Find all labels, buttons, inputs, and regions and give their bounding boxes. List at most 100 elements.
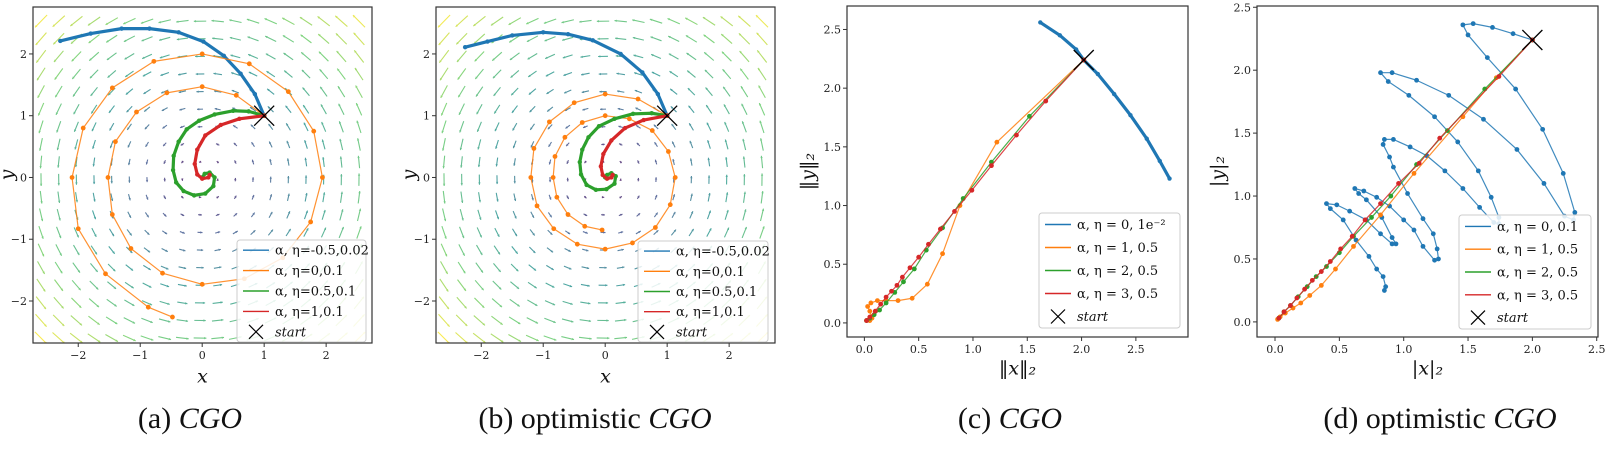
quiver-arrow-head [59, 253, 62, 256]
quiver-arrow-head [528, 92, 532, 95]
quiver-arrow-head [129, 233, 132, 236]
quiver-arrow-head [267, 88, 270, 92]
quiver-arrow-head [202, 301, 206, 305]
quiver-arrow-head [738, 33, 742, 36]
data-point [622, 125, 628, 131]
quiver-arrow-head [500, 322, 503, 325]
data-point [598, 164, 604, 169]
caption-spacer [991, 402, 999, 435]
data-point [1043, 98, 1049, 104]
quiver-arrow-head [514, 233, 517, 237]
quiver-arrow-head [638, 230, 641, 234]
quiver-arrow [525, 334, 539, 342]
quiver-arrow-head [183, 249, 186, 252]
quiver-arrow-head [318, 51, 322, 55]
quiver-arrow-head [685, 35, 689, 38]
quiver-arrow-head [234, 177, 237, 181]
quiver-arrow [36, 278, 46, 292]
quiver-arrow-head [317, 16, 321, 19]
quiver-arrow-head [54, 77, 57, 80]
data-point [199, 281, 205, 287]
quiver-arrow [69, 332, 83, 343]
quiver-arrow [755, 14, 769, 28]
quiver-arrow-head [548, 144, 551, 147]
quiver-arrow-head [461, 235, 465, 239]
quiver-arrow-head [270, 229, 273, 233]
y-tick-label: 2.0 [1234, 64, 1252, 77]
quiver-arrow-head [690, 193, 693, 197]
quiver-arrow-head [183, 266, 187, 270]
data-point [580, 147, 585, 152]
quiver-arrow-head [76, 234, 79, 238]
quiver-arrow-head [740, 86, 744, 89]
quiver-arrow-head [442, 148, 445, 151]
quiver-arrow [440, 243, 448, 257]
quiver-arrow-head [145, 162, 149, 165]
quiver-arrow-head [671, 123, 674, 127]
caption-prefix: (c) [958, 402, 991, 435]
quiver-arrow-head [654, 142, 657, 145]
data-point [58, 38, 63, 44]
data-point [462, 44, 468, 50]
quiver-arrow-head [761, 191, 764, 194]
series-3 [192, 113, 267, 181]
data-point [134, 109, 139, 115]
quiver-arrow-head [323, 227, 327, 231]
legend-label: α, η = 2, 0.5 [1497, 266, 1578, 281]
data-point [1411, 227, 1417, 233]
x-tick-label: 1.0 [1395, 343, 1413, 356]
data-point [630, 240, 635, 246]
legend-label: α, η = 0, 0.1 [1497, 220, 1578, 235]
quiver-arrow-head [72, 94, 76, 97]
caption-italic: CGO [1493, 402, 1556, 435]
quiver-arrow [70, 315, 83, 326]
data-point [510, 33, 515, 38]
data-point [170, 314, 175, 320]
quiver-arrow-head [42, 271, 45, 274]
quiver-arrow [353, 49, 365, 63]
legend-label: α, η=0,0.1 [676, 265, 745, 280]
quiver-arrow-head [517, 321, 521, 325]
quiver-arrow-head [354, 67, 358, 71]
quiver-arrow [440, 85, 448, 99]
data-point [1405, 191, 1410, 196]
quiver-arrow-head [211, 19, 214, 23]
quiver-arrow-head [58, 200, 61, 203]
legend-label: start [275, 325, 307, 340]
quiver-arrow-head [605, 284, 608, 287]
legend: α, η = 0, 1e⁻² α, η = 1, 0.5 α, η = 2, 0.5… [1038, 212, 1181, 329]
quiver-arrow-head [39, 166, 42, 169]
quiver-arrow-head [528, 74, 531, 77]
data-point [618, 51, 623, 57]
quiver-arrow-head [475, 94, 479, 97]
legend-item: α, η = 3, 0.5 [1045, 287, 1158, 302]
data-point [201, 39, 206, 44]
data-point [171, 153, 176, 159]
x-tick-label: 1.5 [1019, 343, 1037, 356]
quiver-arrow-head [651, 54, 654, 57]
legend-start-icon [649, 324, 665, 340]
quiver-arrow-head [475, 76, 478, 79]
quiver-arrow-head [181, 178, 184, 181]
quiver-arrow [667, 18, 681, 25]
quiver-arrow-head [495, 181, 499, 185]
quiver-arrow-head [43, 289, 46, 292]
quiver-arrow-head [37, 95, 40, 98]
quiver-arrow-head [264, 18, 268, 21]
data-point [1465, 32, 1471, 38]
y-tick-label: −1 [11, 233, 27, 246]
quiver-arrow-head [181, 213, 185, 216]
quiver-arrow-head [302, 87, 305, 90]
legend-item: α, η=0.5,0.1 [644, 285, 757, 300]
series-3 [598, 113, 670, 181]
quiver-arrow [737, 15, 751, 28]
quiver-arrow-head [708, 192, 711, 196]
quiver-arrow-head [725, 174, 728, 177]
quiver-arrow-head [286, 123, 289, 126]
quiver-arrow-head [248, 54, 251, 57]
data-point [308, 219, 314, 225]
quiver-arrow-head [480, 252, 483, 256]
legend-box [1038, 212, 1181, 329]
quiver-arrow-head [212, 37, 215, 40]
quiver-arrow-head [251, 194, 255, 198]
